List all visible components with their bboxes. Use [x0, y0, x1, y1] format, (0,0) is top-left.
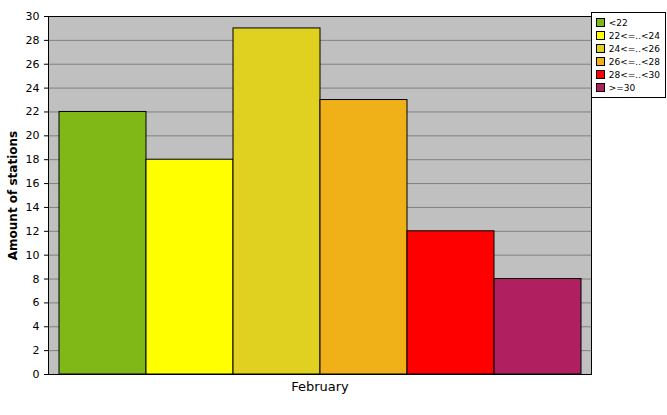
html-text:24<=..<26: 24<=..<26	[608, 43, 660, 54]
html-text:28<=..<30: 28<=..<30	[608, 69, 660, 80]
html-text:26<=..<28: 26<=..<28	[608, 56, 660, 67]
svg-text:24: 24	[26, 82, 40, 95]
svg-text:22: 22	[26, 105, 40, 118]
html-text:22<=..<24: 22<=..<24	[608, 30, 660, 41]
svg-text:14: 14	[26, 201, 40, 214]
svg-text:18: 18	[26, 153, 40, 166]
svg-text:4: 4	[33, 320, 40, 333]
svg-text:8: 8	[33, 273, 40, 286]
svg-text:6: 6	[33, 296, 40, 309]
svg-text:February: February	[291, 379, 349, 394]
svg-text:0: 0	[33, 368, 40, 381]
html-text:>=30: >=30	[608, 82, 636, 93]
svg-text:28: 28	[26, 34, 40, 47]
svg-text:30: 30	[26, 10, 40, 23]
svg-text:20: 20	[26, 129, 40, 142]
svg-text:12: 12	[26, 225, 40, 238]
html-text:<22: <22	[608, 17, 628, 28]
svg-text:16: 16	[26, 177, 40, 190]
svg-text:10: 10	[26, 249, 40, 262]
svg-text:Amount of stations: Amount of stations	[6, 131, 20, 260]
svg-text:2: 2	[33, 344, 40, 357]
svg-text:26: 26	[26, 58, 40, 71]
